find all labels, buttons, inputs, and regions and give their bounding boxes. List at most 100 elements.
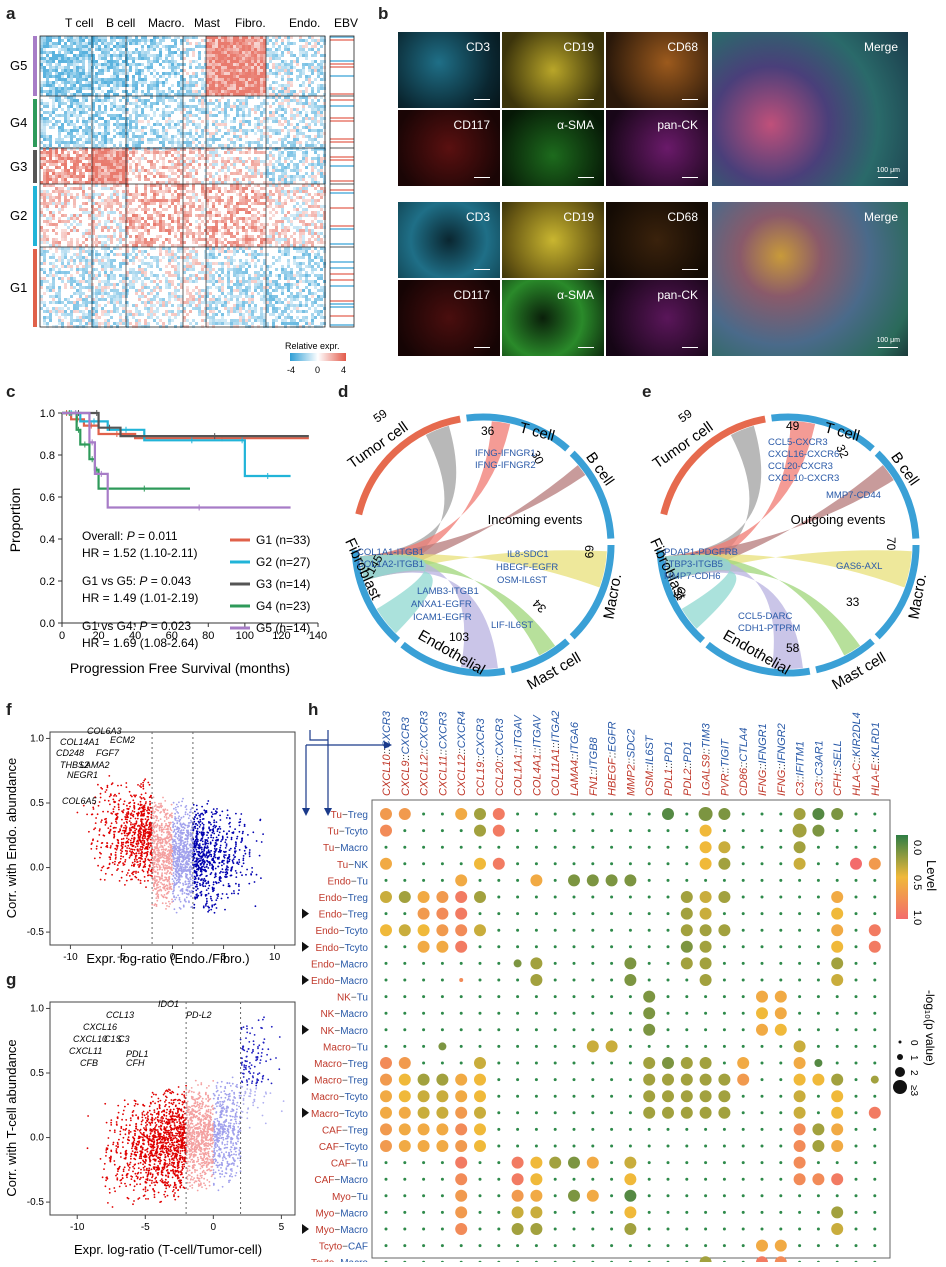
heatmap-cell [254, 214, 257, 217]
heatmap-cell [168, 181, 171, 184]
heatmap-cell [116, 307, 119, 310]
heatmap-cell [153, 154, 156, 157]
heatmap-cell [79, 111, 82, 114]
heatmap-cell [260, 36, 263, 39]
heatmap-cell [183, 108, 186, 111]
heatmap-cell [101, 72, 104, 75]
heatmap-cell [43, 232, 46, 235]
heatmap-cell [55, 163, 58, 166]
heatmap-cell [110, 154, 113, 157]
heatmap-cell [61, 229, 64, 232]
heatmap-cell [58, 244, 61, 247]
heatmap-cell [201, 157, 204, 160]
heatmap-cell [263, 241, 266, 244]
heatmap-cell [147, 54, 150, 57]
heatmap-cell [58, 190, 61, 193]
heatmap-cell [147, 66, 150, 69]
heatmap-cell [101, 178, 104, 181]
heatmap-cell [305, 166, 308, 169]
heatmap-cell [67, 172, 70, 175]
heatmap-cell [61, 238, 64, 241]
heatmap-cell [198, 214, 201, 217]
heatmap-cell [159, 184, 162, 187]
heatmap-cell [76, 63, 79, 66]
heatmap-cell [275, 169, 278, 172]
heatmap-cell [132, 147, 135, 150]
heatmap-cell [141, 72, 144, 75]
heatmap-cell [198, 148, 201, 151]
heatmap-cell [278, 72, 281, 75]
heatmap-cell [91, 211, 94, 214]
heatmap-cell [257, 90, 260, 93]
heatmap-cell [46, 51, 49, 54]
heatmap-cell [147, 141, 150, 144]
heatmap-cell [215, 114, 218, 117]
heatmap-cell [150, 63, 153, 66]
heatmap-cell [260, 129, 263, 132]
heatmap-cell [212, 220, 215, 223]
heatmap-cell [110, 310, 113, 313]
heatmap-cell [263, 193, 266, 196]
heatmap-cell [189, 141, 192, 144]
heatmap-cell [104, 187, 107, 190]
heatmap-cell [293, 144, 296, 147]
heatmap-cell [239, 114, 242, 117]
heatmap-cell [119, 144, 122, 147]
heatmap-cell [212, 51, 215, 54]
heatmap-cell [70, 138, 73, 141]
heatmap-cell [290, 93, 293, 96]
heatmap-cell [88, 36, 91, 39]
heatmap-cell [125, 163, 128, 166]
heatmap-cell [236, 72, 239, 75]
heatmap-cell [281, 114, 284, 117]
heatmap-cell [305, 193, 308, 196]
heatmap-cell [305, 172, 308, 175]
heatmap-cell [257, 151, 260, 154]
heatmap-cell [70, 217, 73, 220]
heatmap-cell [135, 241, 138, 244]
heatmap-cell [132, 39, 135, 42]
heatmap-cell [135, 208, 138, 211]
heatmap-cell [156, 160, 159, 163]
heatmap-cell [245, 235, 248, 238]
heatmap-cell [308, 126, 311, 129]
heatmap-cell [314, 66, 317, 69]
heatmap-cell [135, 99, 138, 102]
heatmap-cell [82, 196, 85, 199]
heatmap-cell [76, 129, 79, 132]
heatmap-cell [168, 247, 171, 250]
heatmap-cell [55, 54, 58, 57]
heatmap-cell [266, 87, 269, 90]
heatmap-cell [85, 232, 88, 235]
heatmap-cell [186, 48, 189, 51]
heatmap-cell [79, 268, 82, 271]
heatmap-cell [215, 87, 218, 90]
heatmap-cell [290, 151, 293, 154]
heatmap-cell [119, 229, 122, 232]
heatmap-cell [126, 141, 129, 144]
heatmap-cell [58, 141, 61, 144]
heatmap-cell [98, 163, 101, 166]
heatmap-cell [46, 310, 49, 313]
heatmap-cell [293, 129, 296, 132]
heatmap-cell [49, 151, 52, 154]
heatmap-cell [107, 42, 110, 45]
heatmap-cell [242, 235, 245, 238]
heatmap-cell [110, 66, 113, 69]
heatmap-cell [278, 66, 281, 69]
heatmap-cell [85, 166, 88, 169]
heatmap-cell [201, 135, 204, 138]
heatmap-cell [323, 42, 326, 45]
heatmap-cell [107, 313, 110, 316]
heatmap-cell [218, 84, 221, 87]
heatmap-cell [104, 93, 107, 96]
heatmap-cell [153, 39, 156, 42]
heatmap-cell [125, 60, 128, 63]
heatmap-cell [156, 78, 159, 81]
heatmap-cell [233, 48, 236, 51]
heatmap-cell [79, 144, 82, 147]
heatmap-cell [248, 211, 251, 214]
heatmap-cell [76, 163, 79, 166]
heatmap-cell [293, 193, 296, 196]
heatmap-cell [314, 114, 317, 117]
